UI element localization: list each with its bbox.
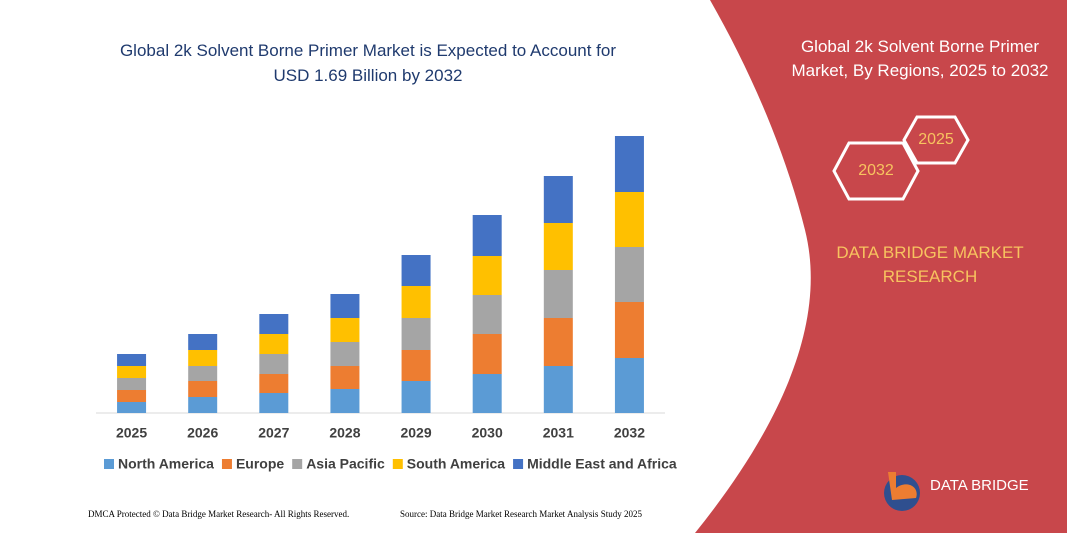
bar-segment: [117, 378, 147, 390]
bar-segment: [614, 302, 644, 358]
bar-segment: [614, 136, 644, 192]
bar-segment: [330, 318, 360, 342]
bar-segment: [188, 334, 218, 350]
bar-segment: [614, 192, 644, 247]
legend-label: Middle East and Africa: [527, 456, 677, 472]
legend-swatch: [392, 459, 403, 469]
bar-segment: [330, 366, 360, 389]
bar-segment: [259, 393, 289, 413]
legend-label: North America: [118, 456, 214, 472]
bar-segment: [614, 358, 644, 413]
x-tick-label: 2030: [472, 425, 503, 441]
x-tick-label: 2032: [614, 425, 645, 441]
chart-title: Global 2k Solvent Borne Primer Market is…: [119, 41, 617, 85]
x-tick-label: 2027: [258, 425, 289, 441]
side-panel: [695, 0, 1067, 533]
bar-segment: [259, 354, 289, 374]
bar-segment: [543, 318, 573, 366]
brand: DATA BRIDGE MARKET RESEARCH: [836, 243, 1024, 286]
hexagon-label: 2032: [858, 162, 894, 179]
bar-segment: [188, 366, 218, 381]
bar-segment: [401, 318, 431, 350]
bar-segment: [472, 256, 502, 295]
bar-segment: [259, 334, 289, 354]
bar-segment: [401, 255, 431, 286]
panel-title: Global 2k Solvent Borne Primer Market, B…: [791, 37, 1049, 80]
logo-mark: [888, 472, 917, 500]
bar-segment: [543, 270, 573, 318]
bar-segment: [188, 397, 218, 413]
legend-swatch: [513, 459, 524, 469]
legend-swatch: [221, 459, 232, 469]
legend-swatch: [292, 459, 303, 469]
x-tick-label: 2029: [400, 425, 431, 441]
bar-segment: [543, 366, 573, 413]
bar-segment: [117, 354, 147, 366]
bar-segment: [401, 381, 431, 413]
legend-label: South America: [407, 456, 505, 472]
x-tick-label: 2026: [187, 425, 218, 441]
bar-segment: [259, 374, 289, 393]
legend-label: Europe: [236, 456, 284, 472]
bar-segment: [330, 294, 360, 318]
logo-text: DATA BRIDGE: [930, 477, 1029, 494]
x-tick-label: 2028: [329, 425, 360, 441]
bar-segment: [117, 366, 147, 378]
bar-segment: [117, 402, 147, 413]
bar-segment: [401, 286, 431, 318]
footer-left: DMCA Protected © Data Bridge Market Rese…: [88, 509, 349, 519]
hexagon-label: 2025: [918, 131, 954, 148]
bar-segment: [188, 381, 218, 397]
bar-segment: [543, 223, 573, 270]
footer-right: Source: Data Bridge Market Research Mark…: [400, 509, 642, 519]
bar-segment: [188, 350, 218, 366]
bar-segment: [259, 314, 289, 334]
bar-segment: [117, 390, 147, 402]
hexagon: [832, 141, 920, 201]
legend-label: Asia Pacific: [306, 456, 385, 472]
bar-segment: [472, 215, 502, 256]
x-tick-label: 2025: [116, 425, 147, 441]
bar-segment: [330, 389, 360, 413]
bar-segment: [472, 334, 502, 374]
bar-segment: [472, 295, 502, 334]
hexagon: [902, 115, 970, 165]
bar-segment: [472, 374, 502, 413]
legend-swatch: [104, 459, 114, 469]
bar-segment: [330, 342, 360, 366]
bar-segment: [614, 247, 644, 302]
bar-segment: [543, 176, 573, 223]
bar-segment: [401, 350, 431, 381]
x-tick-label: 2031: [543, 425, 574, 441]
